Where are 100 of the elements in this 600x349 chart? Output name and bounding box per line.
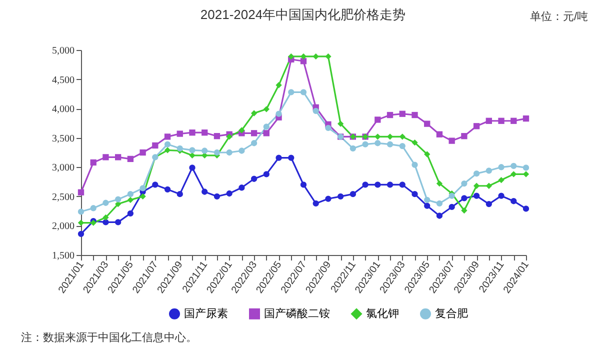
y-tick-label: 2,000 xyxy=(52,221,74,232)
point xyxy=(473,170,480,177)
point xyxy=(436,200,443,207)
point xyxy=(510,118,517,124)
y-tick-label: 3,500 xyxy=(52,133,74,144)
point xyxy=(276,82,282,88)
point xyxy=(250,140,258,146)
point xyxy=(263,124,270,130)
point xyxy=(461,195,468,202)
point xyxy=(522,171,530,178)
point xyxy=(115,196,122,202)
point xyxy=(238,184,245,191)
point xyxy=(424,151,430,158)
point xyxy=(300,89,307,96)
point xyxy=(312,53,319,60)
point xyxy=(412,139,418,146)
point xyxy=(189,147,196,154)
y-tick-label: 4,000 xyxy=(52,104,74,116)
point xyxy=(78,230,84,237)
point xyxy=(202,130,208,136)
point xyxy=(263,171,270,178)
point xyxy=(522,206,530,212)
point xyxy=(386,141,394,148)
point xyxy=(189,152,196,159)
point xyxy=(90,205,96,212)
point xyxy=(288,89,294,96)
text: 单位：元/吨 xyxy=(530,10,588,23)
point xyxy=(300,182,307,188)
point xyxy=(115,154,122,160)
point xyxy=(374,116,381,123)
point xyxy=(127,210,134,216)
point xyxy=(498,118,504,124)
point xyxy=(486,118,492,124)
chart-title: 2021-2024年中国国内化肥价格走势 xyxy=(200,7,406,22)
point xyxy=(399,182,406,188)
point xyxy=(486,200,492,208)
y-tick-label: 1,500 xyxy=(52,250,74,262)
point xyxy=(164,141,171,148)
point xyxy=(461,180,468,187)
point xyxy=(510,198,517,204)
point xyxy=(102,219,109,226)
point xyxy=(127,191,134,198)
point xyxy=(288,154,294,161)
point xyxy=(424,196,430,204)
legend-label: 复合肥 xyxy=(435,306,468,320)
point xyxy=(140,185,146,192)
point xyxy=(214,193,220,200)
point xyxy=(226,149,232,156)
legend-label: 国产尿素 xyxy=(184,306,228,320)
point xyxy=(362,182,368,188)
point xyxy=(350,145,356,152)
point xyxy=(202,148,208,154)
point xyxy=(424,120,430,127)
point xyxy=(386,134,394,140)
point xyxy=(350,191,356,198)
point xyxy=(362,141,368,148)
point xyxy=(325,124,332,131)
text: 注：数据来源于中国化工信息中心。 xyxy=(21,331,197,344)
point xyxy=(436,212,443,219)
point xyxy=(436,180,443,187)
point xyxy=(238,127,245,134)
point xyxy=(448,138,455,144)
point xyxy=(189,164,196,171)
point xyxy=(152,142,158,149)
point xyxy=(510,162,517,170)
legend-label: 国产磷酸二铵 xyxy=(264,306,330,320)
point xyxy=(498,164,504,170)
point xyxy=(238,148,245,154)
point xyxy=(386,182,394,188)
point xyxy=(498,176,504,184)
point xyxy=(263,106,270,112)
point xyxy=(498,192,504,199)
point xyxy=(164,186,171,192)
point xyxy=(448,192,455,199)
point xyxy=(102,214,109,221)
point xyxy=(176,145,183,152)
point xyxy=(338,193,344,200)
y-tick-label: 4,500 xyxy=(52,74,74,86)
point xyxy=(202,188,208,195)
y-tick-label: 2,500 xyxy=(52,192,74,203)
point xyxy=(226,190,232,197)
point xyxy=(250,110,258,116)
point xyxy=(78,189,84,196)
point xyxy=(176,191,183,198)
point xyxy=(102,154,109,160)
point xyxy=(288,53,294,60)
point xyxy=(164,134,171,140)
point xyxy=(312,200,319,207)
point xyxy=(189,130,196,136)
point xyxy=(486,168,492,174)
point xyxy=(522,115,530,122)
point xyxy=(140,149,146,156)
point xyxy=(436,131,443,138)
point xyxy=(461,133,468,140)
point xyxy=(448,204,455,210)
legend-label: 氯化钾 xyxy=(366,308,399,320)
point xyxy=(140,193,146,200)
point xyxy=(127,196,134,204)
point xyxy=(399,110,406,117)
point xyxy=(78,208,84,215)
